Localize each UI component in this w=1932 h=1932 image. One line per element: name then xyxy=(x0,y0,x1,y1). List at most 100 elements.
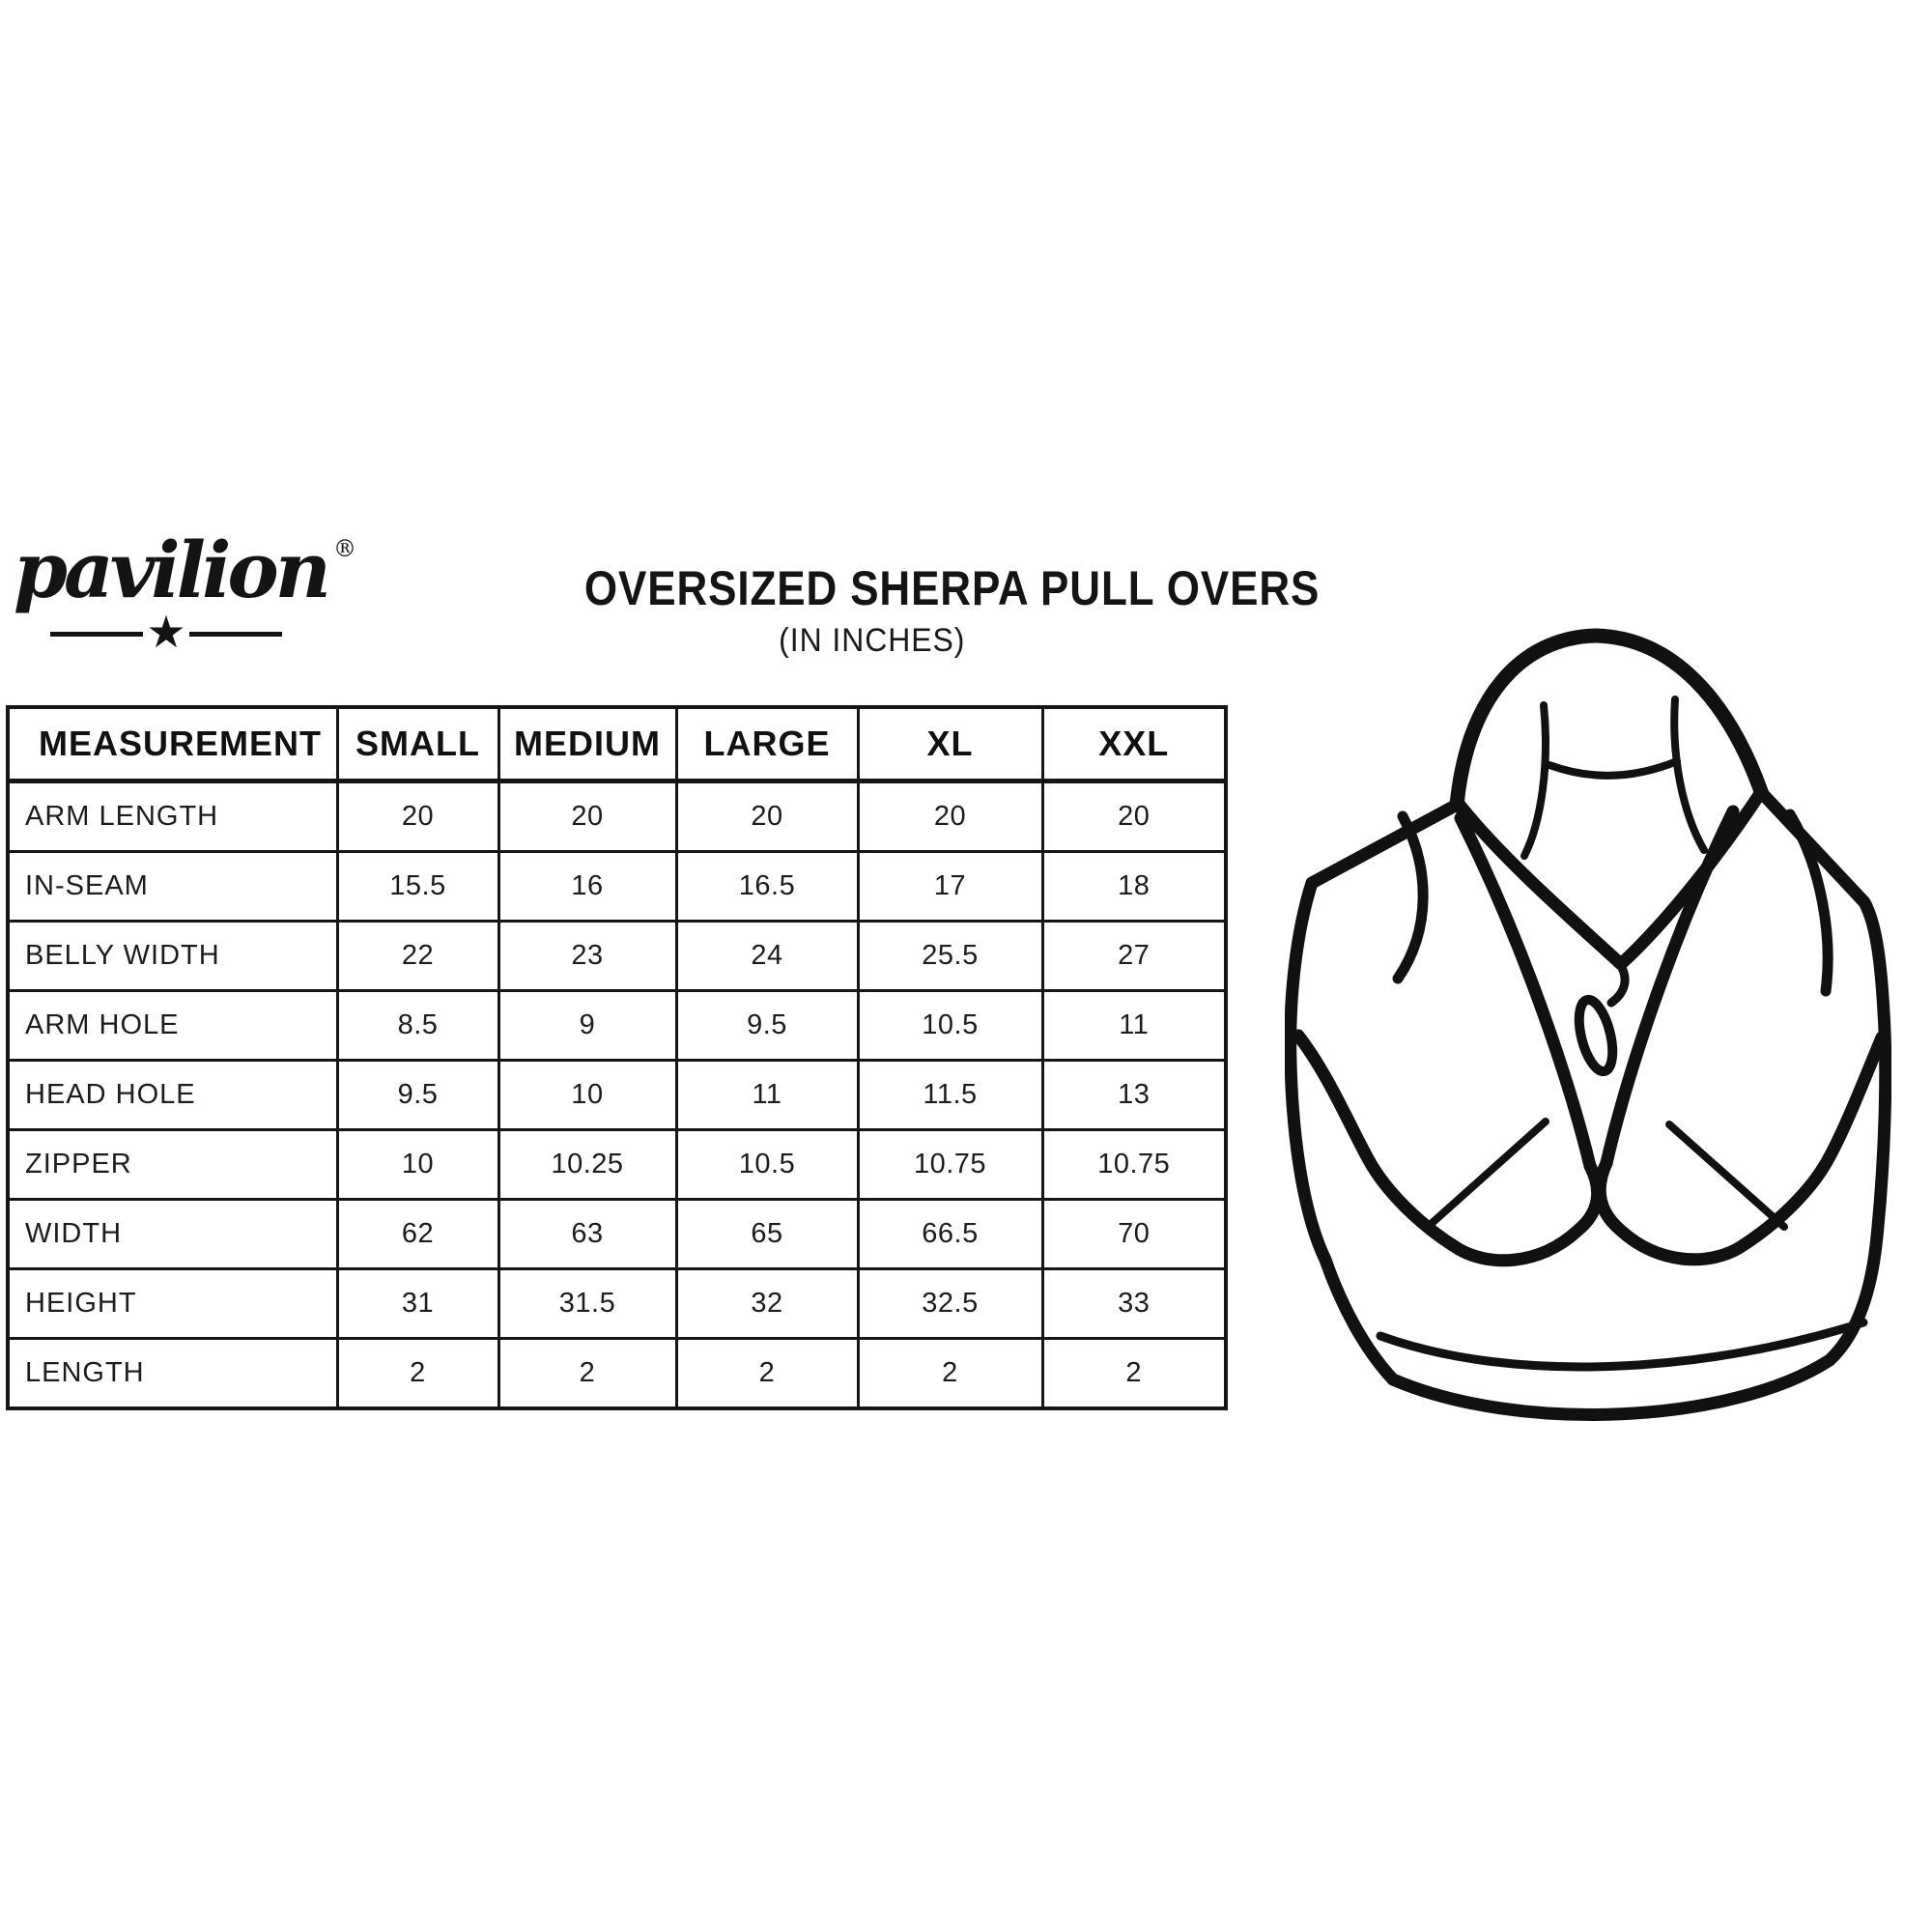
row-label: ARM HOLE xyxy=(6,989,339,1062)
cell-value: 13 xyxy=(1040,1059,1228,1131)
table-body: ARM LENGTH 20 20 20 20 20 IN-SEAM 15.5 16 16.5 17 1… xyxy=(6,780,1228,1410)
table-row: IN-SEAM 15.5 16 16.5 17 18 xyxy=(6,850,1228,923)
page-subtitle: (IN INCHES) xyxy=(779,622,966,659)
table-row: ZIPPER 10 10.25 10.5 10.75 10.75 xyxy=(6,1128,1228,1201)
column-header: LARGE xyxy=(674,705,860,783)
cell-value: 20 xyxy=(335,780,500,853)
cell-value: 11.5 xyxy=(856,1059,1044,1131)
underarm-right-seam xyxy=(1784,809,1833,997)
cell-value: 65 xyxy=(674,1198,860,1270)
table-row: HEIGHT 31 31.5 32 32.5 33 xyxy=(6,1267,1228,1340)
cell-value: 2 xyxy=(335,1337,500,1410)
table-row: LENGTH 2 2 2 2 2 xyxy=(6,1337,1228,1410)
left-cuff-seam-line xyxy=(1424,1118,1549,1231)
rule-left-bar xyxy=(50,631,144,637)
cell-value: 16 xyxy=(497,850,678,923)
cell-value: 31 xyxy=(335,1267,500,1340)
rule-right-bar xyxy=(188,631,282,637)
cell-value: 2 xyxy=(674,1337,860,1410)
cell-value: 31.5 xyxy=(497,1267,678,1340)
pullover-illustration xyxy=(1285,628,1891,1421)
cell-value: 9 xyxy=(497,989,678,1062)
row-label: HEIGHT xyxy=(6,1267,339,1340)
row-label: WIDTH xyxy=(6,1198,339,1270)
column-header: XL xyxy=(856,705,1044,783)
cell-value: 63 xyxy=(497,1198,678,1270)
cell-value: 10.75 xyxy=(1040,1128,1228,1201)
torso-outline-path xyxy=(1285,785,1891,1421)
row-label: HEAD HOLE xyxy=(6,1059,339,1131)
right-cuff-seam-line xyxy=(1665,1121,1788,1231)
cell-value: 32.5 xyxy=(856,1267,1044,1340)
cell-value: 11 xyxy=(674,1059,860,1131)
cell-value: 25.5 xyxy=(856,920,1044,992)
collar-outline-path xyxy=(1449,628,1770,813)
cell-value: 33 xyxy=(1040,1267,1228,1340)
cell-value: 9.5 xyxy=(674,989,860,1062)
table-row: HEAD HOLE 9.5 10 11 11.5 13 xyxy=(6,1059,1228,1131)
hem-inner-line xyxy=(1376,1318,1868,1372)
cell-value: 24 xyxy=(674,920,860,992)
table-row: BELLY WIDTH 22 23 24 25.5 27 xyxy=(6,920,1228,992)
brand-wordmark-text: pavilion xyxy=(14,525,331,615)
cell-value: 22 xyxy=(335,920,500,992)
table-row: WIDTH 62 63 65 66.5 70 xyxy=(6,1198,1228,1270)
row-label: ZIPPER xyxy=(6,1128,339,1201)
cell-value: 20 xyxy=(1040,780,1228,853)
cell-value: 10.25 xyxy=(497,1128,678,1201)
column-header: XXL xyxy=(1040,705,1228,783)
brand-logo: pavilion ® ★ xyxy=(14,529,356,658)
cell-value: 10.5 xyxy=(674,1128,860,1201)
left-sleeve-upper-edge xyxy=(1454,811,1597,1173)
table-header-row: MEASUREMENT SMALL MEDIUM LARGE XL XXL xyxy=(6,705,1228,783)
size-table: MEASUREMENT SMALL MEDIUM LARGE XL XXL ARM LEN… xyxy=(6,705,1228,1410)
title-block: OVERSIZED SHERPA PULL OVERS (IN INCHES) xyxy=(534,560,1319,660)
column-header: SMALL xyxy=(335,705,500,783)
registered-mark-icon: ® xyxy=(332,535,356,563)
cell-value: 23 xyxy=(497,920,678,992)
cell-value: 18 xyxy=(1040,850,1228,923)
cell-value: 11 xyxy=(1040,989,1228,1062)
neckline-seam xyxy=(1546,757,1681,780)
cell-value: 27 xyxy=(1040,920,1228,992)
cell-value: 10 xyxy=(497,1059,678,1131)
table-row: ARM HOLE 8.5 9 9.5 10.5 11 xyxy=(6,989,1228,1062)
logo-rule: ★ xyxy=(50,606,282,658)
table-row: ARM LENGTH 20 20 20 20 20 xyxy=(6,780,1228,853)
cell-value: 20 xyxy=(497,780,678,853)
column-header: MEASUREMENT xyxy=(6,705,339,783)
cell-value: 10.75 xyxy=(856,1128,1044,1201)
zipper-pull-icon xyxy=(1574,994,1618,1077)
cell-value: 17 xyxy=(856,850,1044,923)
cell-value: 20 xyxy=(674,780,860,853)
collar-inner-right-line xyxy=(1670,696,1708,854)
cell-value: 2 xyxy=(856,1337,1044,1410)
cell-value: 2 xyxy=(1040,1337,1228,1410)
zipper-cord-line xyxy=(1606,961,1630,1008)
row-label: ARM LENGTH xyxy=(6,780,339,853)
star-icon: ★ xyxy=(146,606,186,658)
cell-value: 2 xyxy=(497,1337,678,1410)
brand-wordmark: pavilion ® xyxy=(14,529,356,611)
left-sleeve-cuff-outline xyxy=(1292,1029,1605,1267)
cell-value: 66.5 xyxy=(856,1198,1044,1270)
row-label: IN-SEAM xyxy=(6,850,339,923)
collar-inner-left-line xyxy=(1520,701,1549,860)
cell-value: 20 xyxy=(856,780,1044,853)
cell-value: 70 xyxy=(1040,1198,1228,1270)
cell-value: 62 xyxy=(335,1198,500,1270)
cell-value: 8.5 xyxy=(335,989,500,1062)
column-header: MEDIUM xyxy=(497,705,678,783)
page-title: OVERSIZED SHERPA PULL OVERS xyxy=(583,561,1321,615)
row-label: BELLY WIDTH xyxy=(6,920,339,992)
right-sleeve-cuff-outline xyxy=(1593,1031,1889,1266)
cell-value: 10 xyxy=(335,1128,500,1201)
cell-value: 16.5 xyxy=(674,850,860,923)
underarm-left-seam xyxy=(1392,810,1429,984)
cell-value: 15.5 xyxy=(335,850,500,923)
cell-value: 9.5 xyxy=(335,1059,500,1131)
row-label: LENGTH xyxy=(6,1337,339,1410)
cell-value: 10.5 xyxy=(856,989,1044,1062)
right-sleeve-upper-edge xyxy=(1600,805,1740,1170)
